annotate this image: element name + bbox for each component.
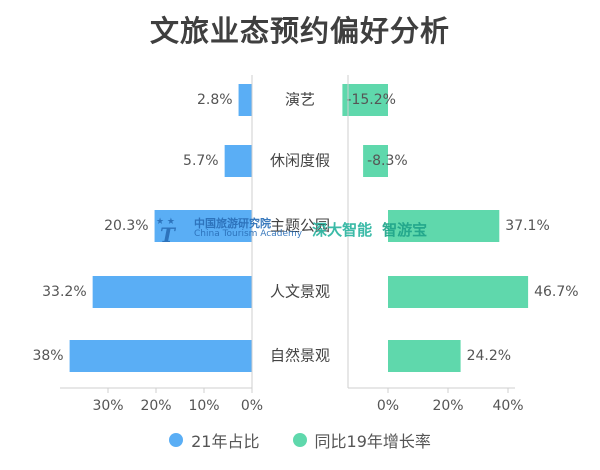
right-bar-group: -15.2% -8.3% 37.1% 46.7% 24.2% bbox=[342, 84, 579, 372]
left-bar-group: 2.8% 5.7% 20.3% 33.2% 38% bbox=[32, 84, 252, 372]
left-tick-label: 20% bbox=[140, 398, 171, 414]
category-label: 自然景观 bbox=[270, 347, 330, 365]
left-bar bbox=[224, 145, 252, 177]
legend-item-share[interactable]: 21年占比 bbox=[169, 428, 259, 452]
right-tick-label: 40% bbox=[492, 398, 523, 414]
right-bar bbox=[388, 276, 529, 308]
right-bar bbox=[388, 340, 461, 372]
right-bar-label: 37.1% bbox=[505, 218, 549, 234]
right-tick-label: 0% bbox=[377, 398, 399, 414]
right-bar bbox=[363, 145, 388, 177]
axes: 30% 20% 10% 0% 0% 20% 40% bbox=[60, 75, 524, 414]
legend-item-growth[interactable]: 同比19年增长率 bbox=[292, 428, 431, 452]
right-bar bbox=[342, 84, 388, 116]
left-bar-label: 20.3% bbox=[104, 218, 148, 234]
category-label: 休闲度假 bbox=[270, 152, 330, 170]
right-bar-label: -8.3% bbox=[367, 153, 408, 169]
right-bar-label: -15.2% bbox=[346, 92, 396, 108]
right-bar bbox=[388, 210, 500, 242]
right-tick-label: 20% bbox=[432, 398, 463, 414]
right-bar-label: 46.7% bbox=[534, 284, 578, 300]
left-bar bbox=[238, 84, 252, 116]
left-tick-label: 0% bbox=[241, 398, 263, 414]
legend-dot-share bbox=[169, 433, 184, 447]
left-bar bbox=[69, 340, 252, 372]
category-label: 人文景观 bbox=[270, 283, 330, 301]
left-bar bbox=[92, 276, 252, 308]
legend-label-growth: 同比19年增长率 bbox=[314, 432, 431, 451]
chart-legend: 21年占比 同比19年增长率 bbox=[0, 428, 600, 452]
left-bar-label: 5.7% bbox=[183, 153, 219, 169]
chart-title: 文旅业态预约偏好分析 bbox=[149, 14, 450, 48]
left-bar bbox=[154, 210, 252, 242]
left-bar-label: 2.8% bbox=[197, 92, 233, 108]
left-tick-label: 30% bbox=[92, 398, 123, 414]
category-label: 演艺 bbox=[285, 91, 315, 109]
left-bar-label: 33.2% bbox=[42, 284, 86, 300]
legend-label-share: 21年占比 bbox=[191, 432, 260, 451]
left-tick-label: 10% bbox=[188, 398, 219, 414]
right-bar-label: 24.2% bbox=[467, 348, 511, 364]
category-label: 主题公园 bbox=[270, 217, 330, 235]
left-bar-label: 38% bbox=[32, 348, 63, 364]
legend-dot-growth bbox=[292, 433, 307, 447]
